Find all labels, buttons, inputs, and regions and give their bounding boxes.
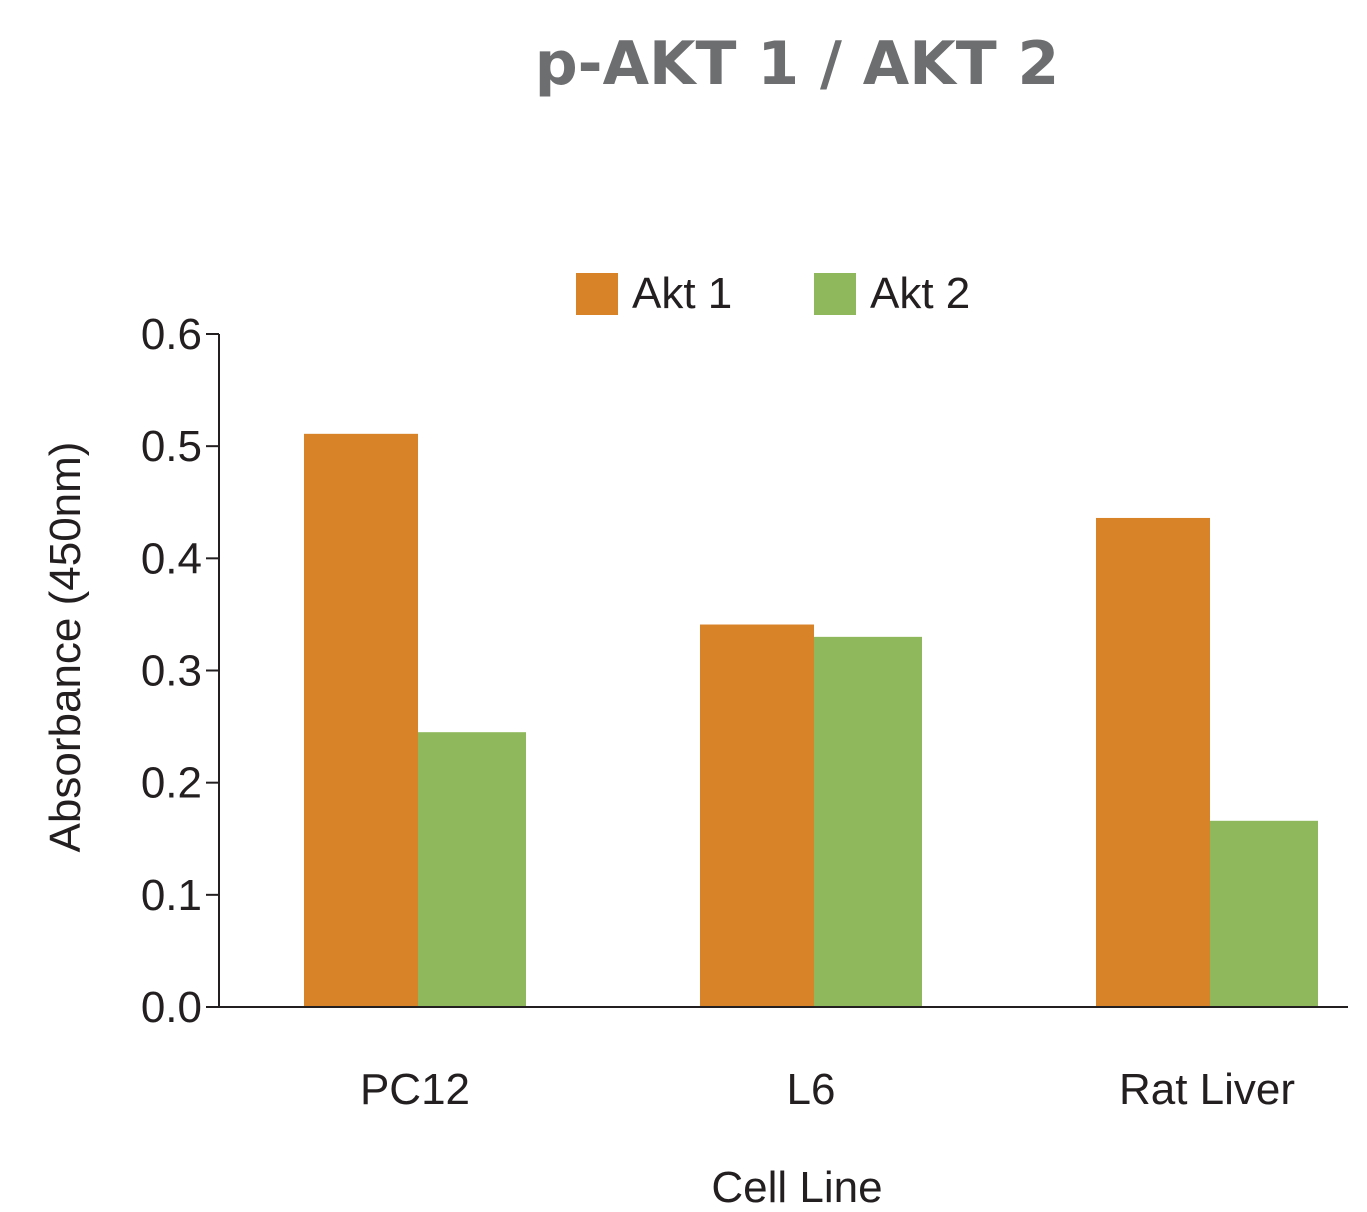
legend-label-akt2: Akt 2 bbox=[870, 269, 970, 318]
y-tick-label: 0.4 bbox=[141, 534, 202, 583]
legend-swatch-akt2 bbox=[814, 273, 856, 315]
legend-swatch-akt1 bbox=[576, 273, 618, 315]
bar-akt2-l6 bbox=[814, 636, 922, 1007]
legend-label-akt1: Akt 1 bbox=[632, 269, 732, 318]
x-category-label: L6 bbox=[787, 1065, 836, 1114]
x-axis-title: Cell Line bbox=[711, 1163, 882, 1212]
y-tick-label: 0.3 bbox=[141, 647, 202, 696]
bar-akt1-pc12 bbox=[304, 433, 418, 1007]
chart-title: p-AKT 1 / AKT 2 bbox=[535, 29, 1060, 99]
bar-akt2-rat-liver bbox=[1210, 820, 1318, 1007]
y-tick-label: 0.0 bbox=[141, 983, 202, 1032]
y-tick-label: 0.6 bbox=[141, 310, 202, 359]
x-axis-labels: PC12 L6 Rat Liver bbox=[360, 1065, 1295, 1114]
legend: Akt 1 Akt 2 bbox=[576, 269, 970, 318]
bars-group bbox=[304, 433, 1318, 1007]
y-tick-label: 0.1 bbox=[141, 871, 202, 920]
bar-akt2-pc12 bbox=[418, 732, 526, 1007]
y-tick-label: 0.2 bbox=[141, 759, 202, 808]
x-category-label: PC12 bbox=[360, 1065, 470, 1114]
bar-akt1-rat-liver bbox=[1096, 517, 1210, 1007]
y-axis-title: Absorbance (450nm) bbox=[41, 442, 90, 853]
bar-akt1-l6 bbox=[700, 624, 814, 1007]
y-tick-label: 0.5 bbox=[141, 422, 202, 471]
y-axis-ticks: 0.0 0.1 0.2 0.3 0.4 0.5 0.6 bbox=[141, 310, 219, 1032]
x-category-label: Rat Liver bbox=[1119, 1065, 1295, 1114]
